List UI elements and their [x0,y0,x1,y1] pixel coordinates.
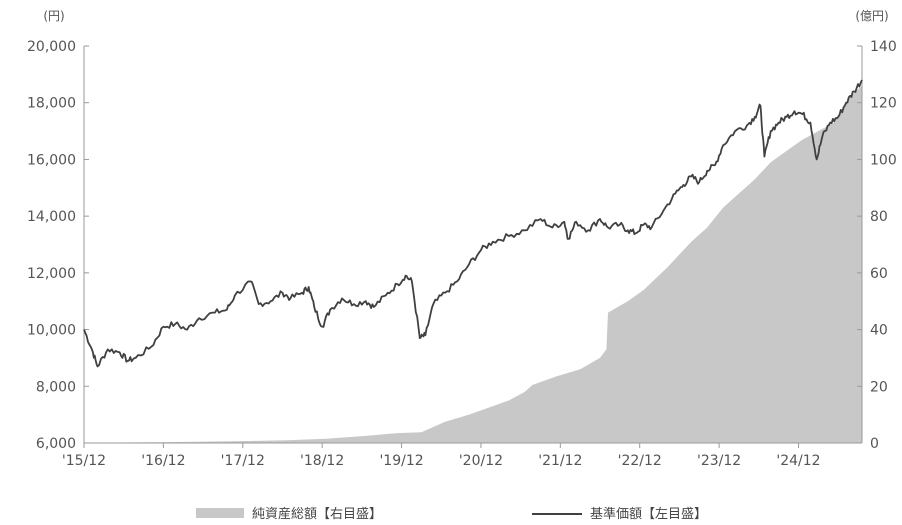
left-tick-label: 18,000 [27,96,76,112]
area-layer [84,85,862,443]
x-tick-label: '24/12 [776,453,820,469]
left-tick-label: 10,000 [27,323,76,339]
left-tick-label: 16,000 [27,152,76,168]
x-tick-label: '15/12 [62,453,106,469]
x-tick-label: '18/12 [300,453,344,469]
legend-label-area: 純資産総額【右目盛】 [252,506,382,522]
right-tick-label: 0 [870,436,879,452]
legend-label-line: 基準価額【左目盛】 [590,506,707,522]
right-tick-label: 120 [870,96,897,112]
nav-line [83,79,863,368]
axes-layer [83,45,863,448]
x-tick-label: '22/12 [618,453,662,469]
right-tick-label: 100 [870,152,897,168]
left-tick-label: 14,000 [27,209,76,225]
line-layer [83,79,863,368]
x-tick-label: '21/12 [538,453,582,469]
left-tick-label: 12,000 [27,266,76,282]
left-tick-label: 6,000 [36,436,76,452]
legend: 純資産総額【右目盛】 基準価額【左目盛】 [196,506,707,522]
right-tick-label: 60 [870,266,888,282]
right-axis-unit: (億円) [855,9,888,23]
labels-layer: 6,000 8,000 10,000 12,000 14,000 16,000 18,000… [27,9,897,469]
x-tick-label: '20/12 [459,453,503,469]
x-tick-label: '19/12 [379,453,423,469]
x-tick-label: '16/12 [141,453,185,469]
left-axis-unit: (円) [43,9,64,23]
right-tick-label: 80 [870,209,888,225]
left-tick-label: 8,000 [36,379,76,395]
x-tick-label: '23/12 [697,453,741,469]
right-tick-label: 40 [870,323,888,339]
right-tick-label: 140 [870,39,897,55]
x-tick-label: '17/12 [221,453,265,469]
right-tick-label: 20 [870,379,888,395]
net-assets-area [84,85,862,443]
left-tick-label: 20,000 [27,39,76,55]
legend-swatch-area [196,508,244,518]
